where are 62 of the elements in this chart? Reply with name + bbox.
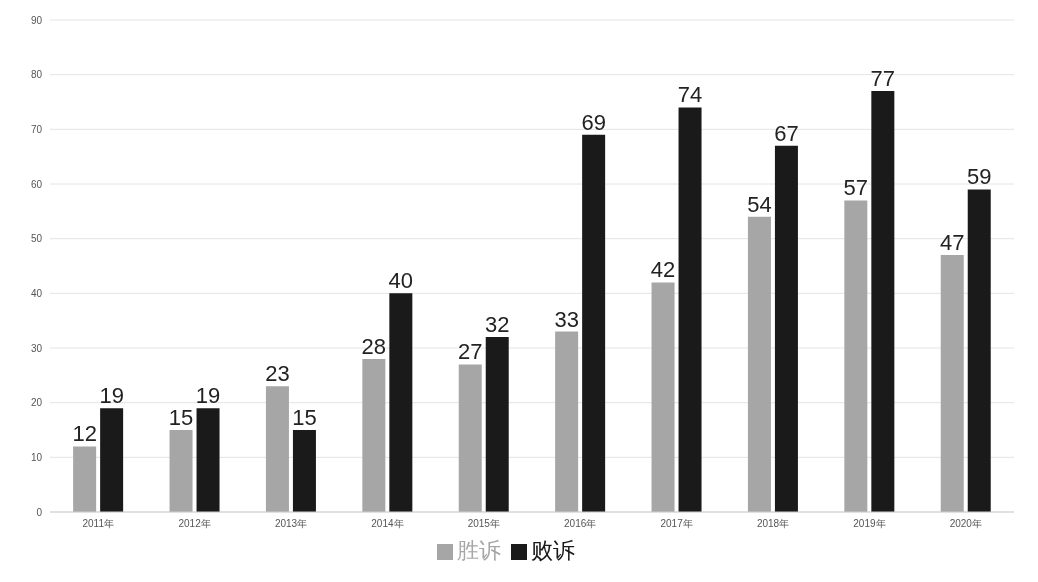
bar <box>100 408 124 512</box>
bar <box>485 337 509 512</box>
bar <box>73 446 97 512</box>
legend-label: 败诉 <box>531 538 575 563</box>
data-label: 19 <box>99 383 124 409</box>
data-label: 27 <box>457 339 483 365</box>
data-label: 15 <box>292 405 317 430</box>
bar <box>582 134 606 512</box>
bar <box>871 91 895 512</box>
y-tick-label: 90 <box>30 14 43 26</box>
bar <box>292 430 316 512</box>
data-label: 54 <box>747 191 772 217</box>
x-tick-label: 2012年 <box>178 518 211 530</box>
bar <box>678 107 702 512</box>
x-tick-label: 2013年 <box>274 518 308 530</box>
data-label: 28 <box>361 333 387 359</box>
x-tick-label: 2017年 <box>660 518 693 530</box>
y-tick-label: 80 <box>30 69 43 81</box>
y-tick-label: 20 <box>30 397 43 409</box>
x-tick-label: 2019年 <box>853 518 886 530</box>
bar <box>458 364 482 512</box>
data-label: 57 <box>843 175 869 201</box>
bar <box>389 293 413 512</box>
data-label: 23 <box>265 361 290 387</box>
bar <box>196 408 220 512</box>
bar <box>747 216 771 512</box>
data-label: 67 <box>774 120 799 146</box>
y-tick-label: 30 <box>30 342 43 354</box>
x-tick-label: 2020年 <box>949 518 982 530</box>
x-tick-label: 2015年 <box>467 518 500 530</box>
bar <box>967 189 991 512</box>
bar <box>169 430 193 512</box>
bar <box>940 255 964 512</box>
data-label: 74 <box>677 82 703 108</box>
x-tick-label: 2018年 <box>756 518 790 530</box>
bar <box>265 386 289 512</box>
bar <box>651 282 675 512</box>
y-tick-label: 40 <box>30 287 43 299</box>
y-tick-label: 60 <box>30 178 43 190</box>
data-label: 19 <box>195 383 221 409</box>
data-label: 33 <box>554 306 579 332</box>
y-tick-label: 0 <box>36 506 43 518</box>
data-label: 32 <box>484 312 510 338</box>
bar <box>362 358 386 512</box>
data-label: 59 <box>966 164 992 190</box>
y-tick-label: 70 <box>30 123 43 135</box>
data-label: 12 <box>72 421 97 447</box>
legend-label: 胜诉 <box>457 538 501 563</box>
y-tick-label: 50 <box>30 233 43 245</box>
data-label: 40 <box>388 268 414 294</box>
bar <box>844 200 868 512</box>
x-tick-label: 2014年 <box>371 518 404 530</box>
x-tick-label: 2011年 <box>82 518 114 530</box>
data-label: 47 <box>939 230 965 256</box>
data-label: 69 <box>581 109 606 135</box>
data-label: 77 <box>870 66 896 92</box>
bar <box>555 331 579 512</box>
y-tick-label: 10 <box>30 451 43 463</box>
bar <box>774 145 798 512</box>
data-label: 42 <box>650 257 676 283</box>
data-label: 15 <box>168 405 194 430</box>
x-tick-label: 2016年 <box>564 518 597 530</box>
